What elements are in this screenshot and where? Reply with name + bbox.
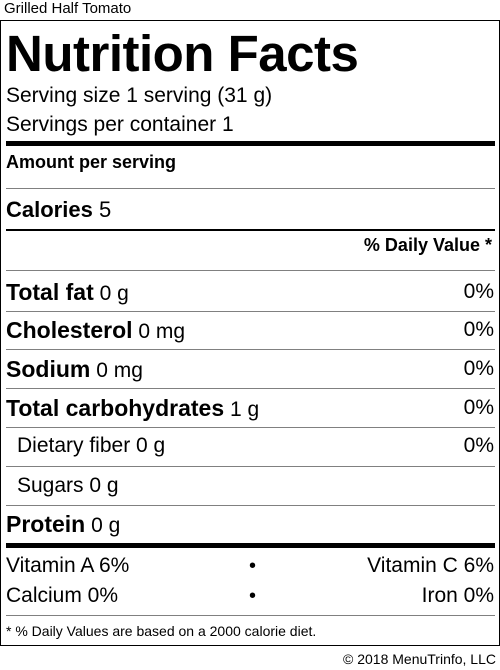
nutrient-daily-value: 0% bbox=[463, 318, 494, 341]
vitamin-right: Vitamin C 6% bbox=[367, 554, 494, 577]
nutrient-amount: 0 g bbox=[91, 514, 121, 537]
nutrient-name: Protein bbox=[6, 511, 86, 537]
nutrient-row-sodium: Sodium 0 mg 0% bbox=[6, 353, 495, 385]
nutrient-daily-value: 0% bbox=[463, 280, 494, 303]
vitamin-row: Calcium 0% • Iron 0% bbox=[6, 582, 495, 610]
bullet-separator: • bbox=[249, 555, 257, 577]
nutrient-daily-value: 0% bbox=[463, 396, 494, 419]
vitamin-left: Calcium 0% bbox=[6, 584, 119, 607]
amount-per-serving: Amount per serving bbox=[6, 152, 177, 172]
calories-row: Calories 5 bbox=[6, 196, 111, 224]
nutrient-name: Total fat bbox=[6, 279, 94, 305]
nutrient-row-total-fat: Total fat 0 g 0% bbox=[6, 276, 495, 308]
nutrient-amount: 0 mg bbox=[96, 359, 143, 382]
nutrient-row-protein: Protein 0 g bbox=[6, 508, 495, 540]
daily-value-header: % Daily Value * bbox=[363, 235, 492, 255]
vitamin-left: Vitamin A 6% bbox=[6, 554, 130, 577]
divider bbox=[6, 466, 495, 467]
vitamin-row: Vitamin A 6% • Vitamin C 6% bbox=[6, 552, 495, 580]
nutrient-row-total-carbohydrates: Total carbohydrates 1 g 0% bbox=[6, 392, 495, 424]
nutrient-amount: 0 g bbox=[99, 282, 129, 305]
nutrient-name: Dietary fiber bbox=[17, 434, 131, 457]
divider bbox=[6, 615, 495, 616]
footnote: * % Daily Values are based on a 2000 cal… bbox=[6, 623, 317, 639]
bullet-separator: • bbox=[249, 585, 257, 607]
nutrient-amount: 0 mg bbox=[138, 320, 186, 343]
divider bbox=[6, 388, 495, 389]
nutrient-name: Sugars bbox=[17, 474, 84, 497]
divider bbox=[6, 188, 495, 189]
servings-per-container: Servings per container 1 bbox=[6, 113, 234, 136]
nutrient-name: Sodium bbox=[6, 356, 91, 382]
nutrient-amount: 0 g bbox=[89, 474, 119, 497]
nutrient-amount: 0 g bbox=[136, 434, 166, 457]
serving-size: Serving size 1 serving (31 g) bbox=[6, 84, 273, 107]
divider bbox=[6, 349, 495, 350]
panel-title: Nutrition Facts bbox=[6, 25, 359, 82]
divider bbox=[6, 427, 495, 428]
product-name: Grilled Half Tomato bbox=[4, 0, 132, 17]
thick-divider bbox=[6, 141, 495, 146]
nutrient-daily-value: 0% bbox=[463, 434, 494, 457]
vitamin-right: Iron 0% bbox=[421, 584, 494, 607]
divider bbox=[6, 270, 495, 271]
nutrient-name: Cholesterol bbox=[6, 317, 133, 343]
nutrient-row-sugars: Sugars 0 g bbox=[6, 470, 495, 502]
copyright: © 2018 MenuTrinfo, LLC bbox=[343, 651, 496, 667]
calories-label: Calories bbox=[6, 197, 93, 222]
nutrient-row-cholesterol: Cholesterol 0 mg 0% bbox=[6, 314, 495, 346]
thick-divider bbox=[6, 543, 495, 548]
nutrient-daily-value: 0% bbox=[463, 357, 494, 380]
divider bbox=[6, 311, 495, 312]
calories-value: 5 bbox=[98, 197, 112, 222]
nutrition-facts-panel: Nutrition Facts Serving size 1 serving (… bbox=[0, 20, 500, 646]
nutrient-row-dietary-fiber: Dietary fiber 0 g 0% bbox=[6, 430, 495, 462]
nutrient-name: Total carbohydrates bbox=[6, 395, 225, 421]
divider bbox=[6, 505, 495, 506]
nutrient-amount: 1 g bbox=[229, 398, 260, 421]
medium-divider bbox=[6, 229, 495, 231]
